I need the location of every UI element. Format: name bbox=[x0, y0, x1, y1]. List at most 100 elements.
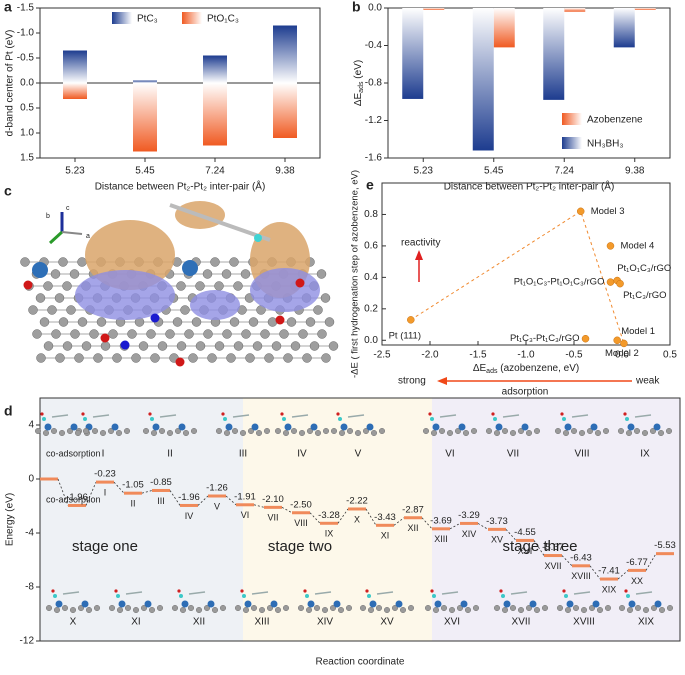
atom bbox=[650, 428, 657, 435]
atom bbox=[223, 430, 230, 437]
atom bbox=[299, 430, 306, 437]
atom bbox=[259, 607, 266, 614]
plot-frame bbox=[39, 397, 681, 642]
carbon bbox=[286, 317, 297, 327]
atom bbox=[392, 605, 399, 612]
carbon bbox=[70, 329, 80, 339]
connector bbox=[645, 553, 657, 571]
atom bbox=[441, 605, 448, 612]
connector bbox=[505, 529, 517, 541]
energy-level bbox=[404, 516, 422, 520]
atom bbox=[83, 417, 87, 421]
energy-level bbox=[628, 568, 646, 572]
bond bbox=[502, 414, 520, 418]
carbon bbox=[229, 317, 240, 327]
atom bbox=[581, 607, 588, 614]
pt-atom bbox=[307, 600, 315, 608]
axis-letter: a bbox=[86, 233, 90, 240]
atom bbox=[43, 430, 50, 437]
energy-level bbox=[376, 523, 394, 527]
atom bbox=[99, 430, 106, 437]
y-axis-label: d-band center of Pt (eV) bbox=[5, 30, 16, 137]
atom bbox=[81, 412, 85, 416]
carbon bbox=[35, 293, 46, 303]
atom bbox=[124, 605, 131, 612]
value-label: -6.77 bbox=[626, 557, 648, 568]
atom bbox=[367, 594, 371, 598]
connector bbox=[589, 565, 601, 580]
legend-label: PtC₃ bbox=[137, 14, 158, 25]
point-label: Model 3 bbox=[591, 206, 625, 217]
thumbnail-label: III bbox=[239, 449, 247, 460]
y-tick-label: -4 bbox=[25, 528, 34, 539]
carbon bbox=[55, 353, 65, 363]
n-atom bbox=[150, 313, 160, 323]
carbon bbox=[74, 353, 84, 363]
carbon bbox=[165, 329, 175, 339]
label-sub: ads bbox=[486, 368, 498, 375]
energy-level bbox=[208, 494, 226, 498]
label-part: ΔE bbox=[353, 92, 364, 106]
atom bbox=[314, 605, 321, 612]
state-label: XIX bbox=[602, 584, 617, 594]
axis-arrow bbox=[61, 231, 83, 235]
atom bbox=[603, 428, 610, 435]
connector bbox=[113, 481, 125, 494]
x-tick-label: -1.0 bbox=[517, 350, 535, 361]
connector bbox=[421, 517, 433, 530]
carbon bbox=[36, 353, 46, 363]
carbon bbox=[195, 341, 206, 351]
pt-atom bbox=[495, 423, 503, 431]
atom bbox=[177, 589, 181, 593]
pt-atom bbox=[521, 423, 529, 431]
value-label: -5.53 bbox=[654, 540, 676, 551]
y-tick-label: 0.8 bbox=[364, 209, 378, 220]
atom bbox=[174, 428, 181, 435]
atom bbox=[376, 605, 383, 612]
carbon bbox=[150, 353, 160, 363]
panel-label: c bbox=[4, 183, 12, 199]
carbon bbox=[180, 305, 190, 315]
atom bbox=[502, 607, 509, 614]
energy-level bbox=[124, 491, 142, 495]
energy-level bbox=[236, 503, 254, 507]
atom bbox=[66, 428, 73, 435]
pt-atom bbox=[628, 600, 636, 608]
thumbnail-label: XII bbox=[193, 617, 205, 628]
atom bbox=[465, 607, 472, 614]
bar bbox=[493, 8, 515, 48]
atom bbox=[223, 417, 227, 421]
thumbnail-label: VI bbox=[445, 449, 454, 460]
pt-atom bbox=[590, 423, 598, 431]
axis-letter: c bbox=[66, 205, 70, 212]
atom bbox=[439, 428, 446, 435]
y-tick-label: 1.5 bbox=[20, 153, 34, 164]
atom bbox=[46, 605, 53, 612]
carbon bbox=[290, 341, 301, 351]
trend-line bbox=[410, 210, 625, 344]
pt-atom bbox=[225, 423, 233, 431]
point-label: Model 2 bbox=[605, 348, 639, 359]
atom bbox=[542, 605, 549, 612]
bar bbox=[564, 8, 586, 12]
point bbox=[613, 336, 621, 345]
pt-atom bbox=[310, 423, 318, 431]
bar bbox=[203, 83, 227, 146]
connector bbox=[281, 506, 293, 514]
atom bbox=[501, 594, 505, 598]
pt-atom bbox=[44, 423, 52, 431]
atom bbox=[494, 430, 501, 437]
pt-atom bbox=[152, 423, 160, 431]
stage-background bbox=[243, 398, 432, 641]
atom bbox=[330, 605, 337, 612]
pt-atom bbox=[111, 423, 119, 431]
atom bbox=[463, 430, 470, 437]
energy-level bbox=[572, 564, 590, 568]
atom bbox=[635, 605, 642, 612]
energy-level bbox=[516, 538, 534, 542]
atom bbox=[634, 428, 641, 435]
bond bbox=[232, 414, 250, 418]
carbon bbox=[93, 353, 103, 363]
carbon bbox=[309, 341, 320, 351]
x-tick-label: 0.5 bbox=[663, 350, 677, 361]
